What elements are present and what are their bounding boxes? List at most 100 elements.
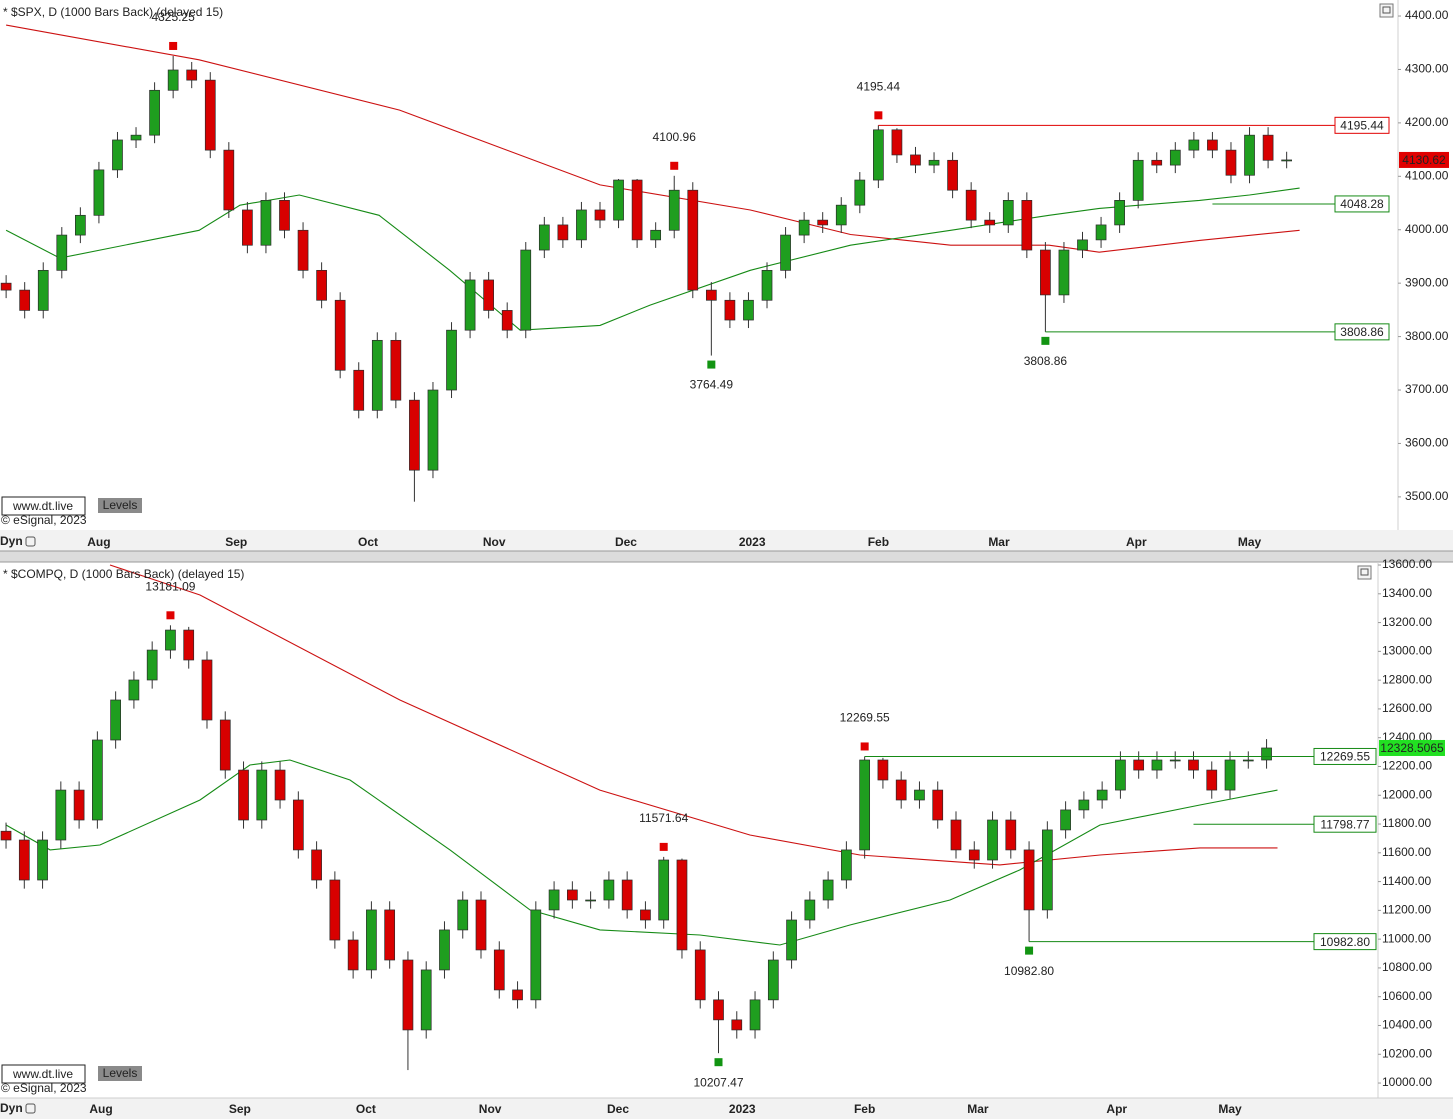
candle-body [603,879,615,901]
x-tick-label: Feb [854,1102,875,1116]
candle-body [1023,849,1035,911]
lock-icon [25,1103,36,1114]
candle-body [475,899,487,951]
level-box [1313,747,1377,765]
candle-body [1058,249,1070,296]
candle-body [1281,159,1292,162]
y-tick-label: 11400.00 [1382,874,1431,888]
restore-button-glyph [1382,6,1391,14]
level-box [1313,933,1377,951]
candle-body [947,159,958,191]
candle-body [1021,200,1033,251]
y-tick-label: 3900.00 [1405,275,1449,289]
pivot-marker [670,161,679,170]
x-tick-label: Aug [87,535,110,549]
pivot-marker [874,111,883,120]
y-tick-label: 13000.00 [1382,644,1432,658]
pivot-label: 4325.25 [151,10,195,24]
x-tick-label: Apr [1126,535,1147,549]
x-tick-label: May [1218,1102,1242,1116]
candle-body [1242,759,1254,762]
candle-body [761,269,773,301]
level-label: 4195.44 [1340,118,1384,132]
candle-body [585,899,596,902]
candle-body [112,139,123,171]
candle-body [1096,789,1108,801]
candle-body [0,830,12,841]
last-price-label: 4130.62 [1402,153,1446,167]
pivot-label: 10982.80 [1004,964,1054,978]
pivot-label: 3808.86 [1024,354,1068,368]
candle-body [640,909,651,921]
restore-button[interactable] [1357,565,1372,580]
candle-body [75,214,86,236]
restore-button[interactable] [1379,3,1394,18]
candle-body [1060,809,1071,831]
watermark-box [1,1064,86,1084]
x-tick-label: Oct [356,1102,376,1116]
pivot-marker [860,742,869,751]
candle-body [798,219,810,236]
last-price-box [1399,151,1449,168]
candle-body [557,224,569,241]
candle-body [1132,159,1144,201]
candle-body [167,69,179,91]
candle-body [576,209,587,241]
y-tick-label: 10600.00 [1382,989,1432,1003]
candle-body [968,849,980,861]
y-tick-label: 4200.00 [1405,115,1449,129]
candle-body [731,1019,743,1031]
candle-body [446,329,457,391]
candle-body [292,799,304,851]
y-tick-label: 12000.00 [1382,787,1432,801]
candle-body [0,282,12,291]
candle-body [409,399,420,471]
candle-body [932,789,944,821]
candle-body [817,219,829,226]
levels-button-label: Levels [103,1066,138,1080]
pivot-label: 13181.09 [145,579,195,593]
candle-body [347,939,359,971]
candle-body [329,879,341,941]
candle-body [130,134,142,141]
candle-body [1114,200,1125,226]
candle-body [743,299,754,321]
candle-body [56,234,68,271]
y-tick-label: 12800.00 [1382,672,1432,686]
candle-body [501,310,513,331]
watermark: www.dt.live [12,499,73,513]
candle-body [1261,747,1272,761]
candle-body [73,789,85,821]
candle-body [1169,759,1181,762]
candle-body [390,339,402,401]
level-label: 11798.77 [1320,817,1369,831]
levels-button[interactable] [98,498,142,513]
candle-body [186,69,198,81]
levels-button[interactable] [98,1066,142,1081]
x-tick-label: Sep [229,1102,251,1116]
candle-body [1040,249,1051,296]
x-tick-label: Feb [868,535,889,549]
level-label: 4048.28 [1340,197,1384,211]
y-tick-label: 3700.00 [1405,382,1449,396]
y-tick-label: 3600.00 [1405,436,1449,450]
panel-separator [0,551,1453,562]
candle-body [92,739,103,821]
pivot-marker [714,1058,723,1067]
candle-body [835,204,847,226]
pivot-marker [166,611,175,620]
x-axis-row [0,530,1453,552]
candle-body [984,219,996,226]
candle-body [366,909,377,971]
levels-button-label: Levels [103,498,138,512]
candle-body [238,769,249,821]
footer-label: Dyn [0,534,23,548]
candle-body [439,929,450,971]
y-tick-label: 13600.00 [1382,557,1432,571]
y-tick-label: 3500.00 [1405,489,1449,503]
candle-body [1151,759,1163,771]
candle-body [694,949,706,1001]
candle-body [859,759,871,851]
candle-body [1151,159,1163,166]
